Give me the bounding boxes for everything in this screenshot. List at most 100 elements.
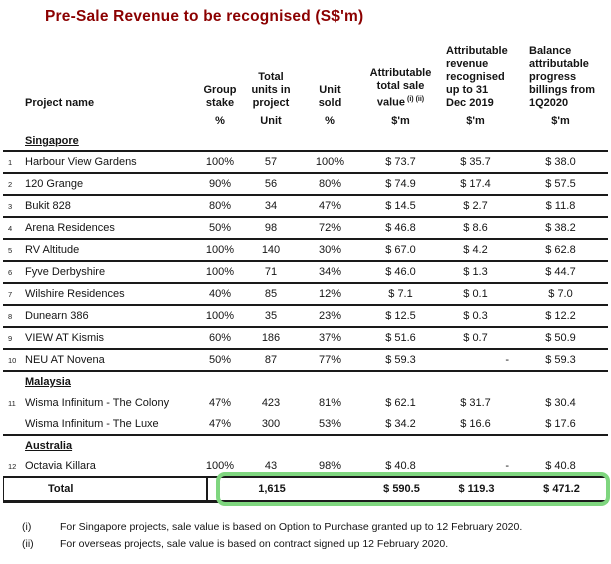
cell-total-units: 87	[264, 354, 278, 366]
cell-total-units: 56	[264, 178, 278, 190]
cell-total-units: 57	[264, 156, 278, 168]
cell-revenue-recognised: $ 4.2	[463, 244, 488, 256]
cell-unit-sold: 81%	[318, 397, 342, 409]
footnote-text: For overseas projects, sale value is bas…	[60, 537, 449, 550]
column-header-attributable-sale-value: Attributable total sale value (i) (ii)	[369, 67, 432, 109]
cell-balance-billings: $ 40.8	[545, 460, 576, 472]
cell-sale-value: $ 12.5	[385, 310, 416, 322]
cell-balance-billings: $ 44.7	[545, 266, 576, 278]
cell-unit-sold: 100%	[315, 156, 345, 168]
column-header-balance-billings: Balance attributable progress billings f…	[529, 45, 595, 109]
cell-group-stake: 40%	[208, 288, 232, 300]
table-row: 10 NEU AT Novena 50% 87 77% $ 59.3 - $ 5…	[3, 350, 608, 372]
cell-group-stake: 80%	[208, 200, 232, 212]
cell-balance-billings: $ 17.6	[545, 418, 576, 430]
cell-project-name: Octavia Killara	[25, 460, 96, 472]
total-row: Total 1,615 $ 590.5 $ 119.3 $ 471.2	[3, 472, 610, 506]
cell-sale-value: $ 14.5	[385, 200, 416, 212]
cell-sale-value: $ 73.7	[385, 156, 416, 168]
cell-project-name: Dunearn 386	[25, 310, 89, 322]
cell-revenue-recognised: $ 0.7	[463, 332, 488, 344]
cell-unit-sold: 34%	[318, 266, 342, 278]
cell-group-stake: 47%	[208, 397, 232, 409]
cell-project-name: 120 Grange	[25, 178, 84, 190]
cell-sale-value: $ 7.1	[388, 288, 413, 300]
cell-revenue-recognised: $ 16.6	[460, 418, 491, 430]
table-row: 8 Dunearn 386 100% 35 23% $ 12.5 $ 0.3 $…	[3, 306, 608, 328]
cell-total-units: 98	[264, 222, 278, 234]
cell-sale-value: $ 59.3	[385, 354, 416, 366]
cell-total-units: 423	[261, 397, 281, 409]
cell-project-name: Fyve Derbyshire	[25, 266, 106, 278]
cell-unit-sold: 23%	[318, 310, 342, 322]
total-label: Total	[48, 483, 74, 495]
cell-unit-sold: 37%	[318, 332, 342, 344]
column-header-group-stake: Group stake	[203, 84, 237, 109]
footnotes: (i) For Singapore projects, sale value i…	[22, 519, 611, 552]
total-revenue-recognised: $ 119.3	[458, 483, 495, 495]
cell-revenue-recognised: $ 1.3	[463, 266, 488, 278]
cell-unit-sold: 80%	[318, 178, 342, 190]
row-number: 6	[8, 267, 13, 277]
footnote-reference: (i) (ii)	[407, 96, 425, 104]
table-units-row: % Unit % $'m $'m $'m	[3, 110, 608, 132]
row-number: 2	[8, 179, 13, 189]
cell-sale-value: $ 40.8	[385, 460, 416, 472]
row-number: 12	[8, 461, 17, 471]
table-row: 11 Wisma Infinitum - The Colony 47% 423 …	[3, 392, 608, 414]
cell-sale-value: $ 74.9	[385, 178, 416, 190]
total-balance-billings: $ 471.2	[543, 483, 580, 495]
row-number: 3	[8, 201, 13, 211]
cell-group-stake: 50%	[208, 222, 232, 234]
table-header-row: Project name Group stake Total units in …	[3, 36, 608, 110]
cell-project-name: NEU AT Novena	[25, 354, 105, 366]
row-number: 4	[8, 223, 13, 233]
cell-unit-sold: 72%	[318, 222, 342, 234]
table-row: 1 Harbour View Gardens 100% 57 100% $ 73…	[3, 152, 608, 174]
section-header-malaysia: Malaysia	[25, 376, 71, 388]
section-header-australia: Australia	[25, 440, 73, 452]
cell-group-stake: 100%	[205, 156, 235, 168]
page-title: Pre-Sale Revenue to be recognised (S$'m)	[45, 8, 364, 25]
footnote-marker: (ii)	[22, 537, 34, 550]
table-row: 7 Wilshire Residences 40% 85 12% $ 7.1 $…	[3, 284, 608, 306]
row-number: 7	[8, 289, 13, 299]
cell-sale-value: $ 46.8	[385, 222, 416, 234]
row-number: 5	[8, 245, 13, 255]
cell-revenue-recognised: $ 0.1	[463, 288, 488, 300]
row-number: 8	[8, 311, 13, 321]
section-header-singapore: Singapore	[3, 132, 608, 152]
cell-total-units: 140	[261, 244, 281, 256]
cell-balance-billings: $ 59.3	[545, 354, 576, 366]
footnote-text: For Singapore projects, sale value is ba…	[60, 521, 523, 533]
row-number: 1	[8, 157, 13, 167]
table-row: 9 VIEW AT Kismis 60% 186 37% $ 51.6 $ 0.…	[3, 328, 608, 350]
cell-unit-sold: 12%	[318, 288, 342, 300]
cell-revenue-recognised: $ 17.4	[460, 178, 491, 190]
cell-balance-billings: $ 12.2	[545, 310, 576, 322]
cell-project-name: Harbour View Gardens	[25, 156, 137, 168]
footnote: (ii) For overseas projects, sale value i…	[22, 536, 611, 553]
unit-label-units: Unit	[260, 115, 282, 127]
total-sale-value: $ 590.5	[383, 483, 420, 495]
cell-revenue-recognised: $ 2.7	[463, 200, 488, 212]
cell-balance-billings: $ 38.2	[545, 222, 576, 234]
cell-revenue-recognised: $ 31.7	[460, 397, 491, 409]
column-header-attributable-revenue: Attributable revenue recognised up to 31…	[446, 45, 508, 109]
cell-total-units: 85	[264, 288, 278, 300]
cell-unit-sold: 47%	[318, 200, 342, 212]
cell-total-units: 186	[261, 332, 281, 344]
cell-unit-sold: 30%	[318, 244, 342, 256]
cell-group-stake: 100%	[205, 310, 235, 322]
cell-group-stake: 60%	[208, 332, 232, 344]
cell-total-units: 34	[264, 200, 278, 212]
cell-project-name: RV Altitude	[25, 244, 80, 256]
total-units: 1,615	[258, 483, 286, 495]
table-row: 2 120 Grange 90% 56 80% $ 74.9 $ 17.4 $ …	[3, 174, 608, 196]
cell-group-stake: 100%	[205, 266, 235, 278]
cell-revenue-recognised: $ 35.7	[460, 156, 491, 168]
cell-group-stake: 100%	[205, 244, 235, 256]
column-header-unit-sold: Unit sold	[318, 84, 342, 109]
unit-label-balance: $'m	[551, 115, 570, 127]
